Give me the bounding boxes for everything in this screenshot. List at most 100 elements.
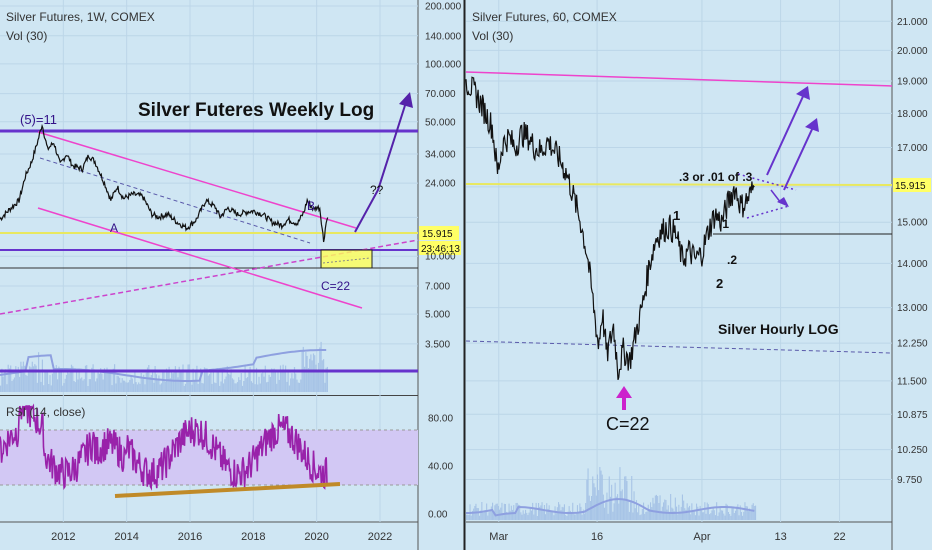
- weekly-volume-bar: [60, 370, 62, 392]
- hourly-volume-bar: [705, 513, 707, 520]
- weekly-volume-bar: [297, 382, 299, 392]
- weekly-volume-bar: [291, 373, 293, 392]
- weekly-volume-bar: [76, 371, 78, 392]
- hourly-volume-bar: [651, 507, 653, 520]
- rsi-header: RSI (14, close): [6, 405, 85, 419]
- weekly-volume-ma-line: [0, 349, 327, 382]
- hourly-volume-bar: [554, 506, 556, 520]
- hourly-volume-label: Vol (30): [472, 29, 513, 43]
- hourly-volume-bar: [572, 502, 574, 520]
- hourly-volume-bar: [727, 512, 729, 520]
- hourly-volume-bar: [605, 502, 607, 520]
- weekly-y-axis: 200.000 140.000 100.000 70.000 50.000 34.000 2…: [425, 2, 462, 351]
- weekly-volume-bar: [138, 382, 140, 392]
- hourly-volume-bar: [694, 515, 696, 520]
- weekly-volume-bar: [73, 381, 75, 392]
- hourly-price-tag-text: 15.915: [895, 181, 926, 192]
- hourly-volume-bar: [530, 510, 532, 520]
- weekly-volume-bar: [41, 359, 43, 392]
- hourly-volume-bar: [740, 512, 742, 520]
- hourly-volume-bar: [533, 514, 535, 520]
- weekly-volume-bar: [277, 369, 279, 392]
- hourly-volume-bar: [532, 502, 534, 520]
- hourly-volume-bar: [725, 503, 727, 520]
- weekly-volume-bars: [0, 341, 328, 392]
- weekly-volume-bar: [193, 379, 195, 392]
- weekly-volume-bar: [249, 366, 251, 392]
- hourly-volume-bar: [681, 494, 683, 520]
- weekly-volume-bar: [93, 369, 95, 392]
- weekly-y-tick: 3.500: [425, 339, 450, 350]
- weekly-volume-bar: [139, 383, 141, 392]
- weekly-volume-bar: [122, 380, 125, 392]
- projection-arrow: [354, 95, 409, 233]
- hourly-volume-bar: [644, 513, 646, 520]
- hourly-volume-bar: [710, 513, 712, 520]
- hourly-volume-bar: [657, 496, 659, 520]
- hourly-volume-bar: [641, 508, 643, 520]
- hourly-volume-bar: [624, 476, 626, 520]
- weekly-volume-bar: [112, 368, 114, 392]
- weekly-volume-bar: [124, 380, 126, 392]
- weekly-volume-bar: [271, 368, 273, 392]
- hourly-volume-bar: [578, 512, 580, 520]
- weekly-volume-bar: [255, 367, 258, 392]
- weekly-y-tick: 100.000: [425, 59, 462, 70]
- weekly-volume-bar: [283, 371, 285, 392]
- hourly-volume-bar: [664, 499, 666, 520]
- weekly-volume-bar: [143, 374, 145, 392]
- weekly-volume-bar: [20, 361, 22, 392]
- weekly-volume-bar: [59, 371, 61, 392]
- weekly-volume-bar: [272, 369, 274, 392]
- weekly-price-tag-text: 15.915: [422, 229, 453, 240]
- weekly-volume-bar: [203, 367, 206, 392]
- hourly-volume-bar: [571, 512, 573, 520]
- weekly-volume-bar: [312, 353, 315, 392]
- hourly-volume-bar: [697, 506, 699, 520]
- hourly-volume-bar: [497, 506, 499, 520]
- hourly-volume-bar: [545, 514, 547, 520]
- hourly-volume-bar: [477, 508, 479, 520]
- hourly-volume-bar: [488, 512, 490, 520]
- weekly-volume-bar: [257, 384, 259, 392]
- weekly-volume-bar: [207, 375, 209, 392]
- hourly-x-tick: Mar: [489, 531, 508, 543]
- hourly-volume-bar: [506, 511, 508, 520]
- weekly-volume-bar: [317, 362, 320, 392]
- hourly-volume-bar: [673, 511, 675, 520]
- hourly-magenta-line: [465, 71, 893, 87]
- hourly-volume-bar: [668, 512, 670, 520]
- weekly-volume-bar: [259, 383, 261, 392]
- weekly-volume-bar: [62, 385, 64, 392]
- hourly-volume-bar: [640, 514, 642, 520]
- weekly-volume-bar: [11, 381, 13, 392]
- hourly-wave-.2: .2: [727, 253, 737, 267]
- hourly-y-tick: 15.000: [897, 218, 928, 229]
- weekly-volume-bar: [87, 386, 89, 392]
- hourly-volume-bar: [470, 515, 472, 520]
- x-axis-strip: [0, 522, 932, 550]
- projection-arrow-head: [399, 92, 413, 108]
- hourly-volume-bar: [479, 515, 481, 520]
- hourly-volume-bar: [592, 476, 594, 520]
- hourly-volume-bar: [504, 504, 506, 520]
- weekly-volume-bar: [157, 380, 159, 392]
- hourly-y-tick: 13.000: [897, 303, 928, 314]
- hourly-volume-bar: [726, 504, 728, 520]
- hourly-volume-bar: [687, 507, 689, 520]
- weekly-volume-bar: [279, 365, 282, 392]
- weekly-volume-bar: [65, 374, 68, 392]
- hourly-volume-bar: [548, 505, 550, 520]
- weekly-volume-bar: [117, 376, 119, 392]
- hourly-volume-bar: [580, 506, 582, 520]
- weekly-volume-bar: [263, 376, 265, 392]
- weekly-volume-bar: [252, 382, 254, 392]
- rsi-y-tick: 80.00: [428, 414, 453, 425]
- hourly-volume-bar: [707, 504, 709, 520]
- hourly-volume-bar: [622, 499, 624, 520]
- hourly-volume-bar: [638, 506, 640, 520]
- weekly-volume-bar: [103, 368, 106, 392]
- weekly-volume-bar: [248, 371, 250, 392]
- weekly-volume-bar: [287, 369, 289, 392]
- weekly-volume-bar: [0, 385, 2, 392]
